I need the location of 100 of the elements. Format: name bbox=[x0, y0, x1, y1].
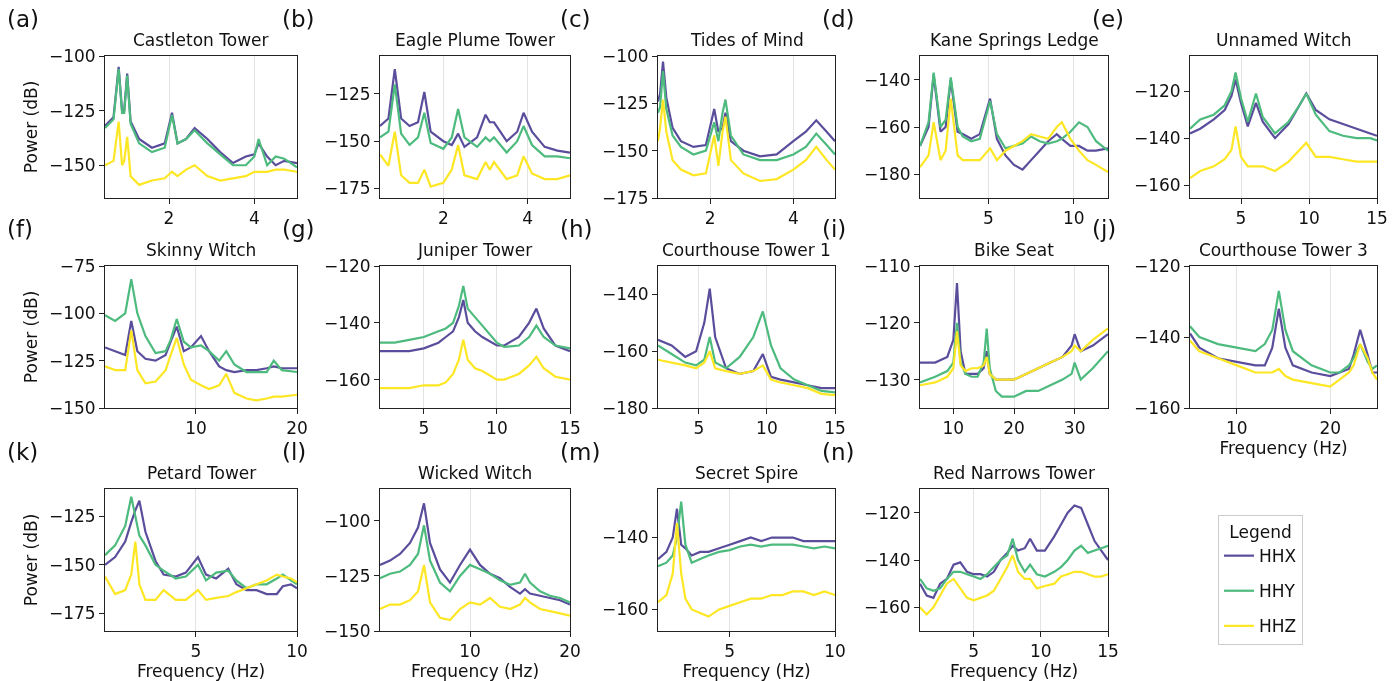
x-tick-label: 20 bbox=[1003, 418, 1025, 439]
y-tick-label: −140 bbox=[863, 549, 911, 570]
line-series bbox=[1190, 289, 1377, 374]
x-tick-label: 10 bbox=[1030, 641, 1052, 662]
legend-label: HHX bbox=[1259, 546, 1297, 567]
x-axis-title: Frequency (Hz) bbox=[1219, 438, 1348, 459]
y-tick-label: −120 bbox=[1133, 255, 1181, 276]
line-series bbox=[105, 278, 297, 374]
line-series bbox=[658, 350, 835, 397]
y-tick-label: −120 bbox=[323, 255, 371, 276]
y-tick-label: −180 bbox=[601, 397, 649, 418]
x-tick-label: 10 bbox=[486, 418, 508, 439]
y-tick-label: −140 bbox=[601, 284, 649, 305]
x-tick-label: 10 bbox=[942, 418, 965, 439]
y-tick-label: −100 bbox=[323, 510, 371, 531]
chart-title: Bike Seat bbox=[974, 240, 1055, 260]
x-tick-label: 10 bbox=[185, 418, 207, 439]
text: (e) bbox=[1092, 6, 1125, 32]
line-series bbox=[920, 554, 1108, 616]
line-series bbox=[658, 507, 835, 561]
x-tick-label: 5 bbox=[1235, 208, 1247, 229]
line-series bbox=[105, 120, 297, 186]
y-tick-label: −120 bbox=[863, 312, 911, 333]
y-tick-label: −140 bbox=[1133, 326, 1181, 347]
y-tick-label: −140 bbox=[601, 527, 649, 548]
y-tick-label: −125 bbox=[48, 100, 96, 121]
line-series bbox=[380, 68, 570, 154]
line-series bbox=[920, 327, 1108, 387]
text: (h) bbox=[560, 216, 593, 242]
y-tick-label: −175 bbox=[48, 603, 96, 624]
y-axis-title: Power (dB) bbox=[21, 80, 42, 174]
y-tick-label: −125 bbox=[48, 350, 96, 371]
chart-title: Petard Tower bbox=[147, 463, 257, 483]
y-tick-label: −125 bbox=[323, 565, 371, 586]
chart-title: Tides of Mind bbox=[690, 30, 804, 50]
line-series bbox=[380, 130, 570, 188]
y-tick-label: −75 bbox=[59, 255, 96, 276]
y-tick-label: −100 bbox=[601, 45, 649, 66]
chart-title: Eagle Plume Tower bbox=[395, 30, 555, 50]
y-tick-label: −100 bbox=[48, 45, 96, 66]
y-tick-label: −175 bbox=[323, 178, 371, 199]
y-tick-label: −160 bbox=[323, 369, 371, 390]
text: (f) bbox=[7, 216, 34, 242]
y-tick-label: −160 bbox=[601, 341, 649, 362]
legend-title: Legend bbox=[1229, 522, 1292, 543]
line-series bbox=[920, 504, 1108, 599]
x-tick-label: 10 bbox=[459, 641, 481, 662]
text: (m) bbox=[560, 439, 601, 465]
x-tick-label: 20 bbox=[286, 418, 308, 439]
x-tick-label: 10 bbox=[1225, 418, 1248, 439]
x-tick-label: 4 bbox=[522, 208, 534, 229]
x-tick-label: 30 bbox=[1063, 418, 1086, 439]
y-axis-title: Power (dB) bbox=[21, 513, 42, 607]
y-tick-label: −100 bbox=[48, 303, 96, 324]
x-tick-label: 5 bbox=[693, 418, 705, 439]
line-series bbox=[380, 83, 570, 160]
line-series bbox=[920, 97, 1108, 174]
line-series bbox=[920, 71, 1108, 152]
x-tick-label: 15 bbox=[1366, 208, 1388, 229]
text: (b) bbox=[282, 6, 315, 32]
line-series bbox=[380, 563, 570, 622]
x-tick-label: 15 bbox=[824, 418, 846, 439]
text: (a) bbox=[7, 6, 40, 32]
y-tick-label: −150 bbox=[601, 140, 649, 161]
x-tick-label: 10 bbox=[756, 418, 778, 439]
text: (j) bbox=[1092, 216, 1117, 242]
y-tick-label: −180 bbox=[863, 164, 911, 185]
x-tick-label: 10 bbox=[286, 641, 308, 662]
x-tick-label: 4 bbox=[787, 208, 799, 229]
y-tick-label: −160 bbox=[601, 599, 649, 620]
y-tick-label: −160 bbox=[863, 116, 911, 137]
chart-title: Kane Springs Ledge bbox=[930, 30, 1099, 50]
x-tick-label: 4 bbox=[248, 208, 260, 229]
chart-title: Courthouse Tower 1 bbox=[662, 240, 831, 260]
y-tick-label: −160 bbox=[1133, 175, 1181, 196]
x-tick-label: 5 bbox=[968, 641, 980, 662]
y-tick-label: −110 bbox=[863, 255, 911, 276]
line-series bbox=[658, 98, 835, 183]
y-tick-label: −125 bbox=[601, 93, 649, 114]
y-tick-label: −150 bbox=[48, 554, 96, 575]
line-series bbox=[380, 298, 570, 353]
x-tick-label: 5 bbox=[982, 208, 994, 229]
line-series bbox=[380, 284, 570, 350]
x-tick-label: 10 bbox=[1063, 208, 1085, 229]
text: (n) bbox=[822, 439, 855, 465]
x-axis-title: Frequency (Hz) bbox=[682, 661, 811, 681]
chart-title: Skinny Witch bbox=[146, 240, 257, 260]
line-series bbox=[658, 522, 835, 618]
y-tick-label: −140 bbox=[323, 312, 371, 333]
x-tick-label: 10 bbox=[1298, 208, 1320, 229]
y-tick-label: −150 bbox=[48, 155, 96, 176]
y-axis-title: Power (dB) bbox=[21, 290, 42, 384]
line-series bbox=[1190, 339, 1377, 388]
x-axis-title: Frequency (Hz) bbox=[949, 661, 1079, 681]
y-tick-label: −160 bbox=[863, 597, 911, 618]
line-series bbox=[105, 329, 297, 402]
y-tick-label: −125 bbox=[48, 506, 96, 527]
y-tick-label: −140 bbox=[1133, 128, 1181, 149]
x-tick-label: 2 bbox=[163, 208, 175, 229]
line-series bbox=[1190, 307, 1377, 378]
